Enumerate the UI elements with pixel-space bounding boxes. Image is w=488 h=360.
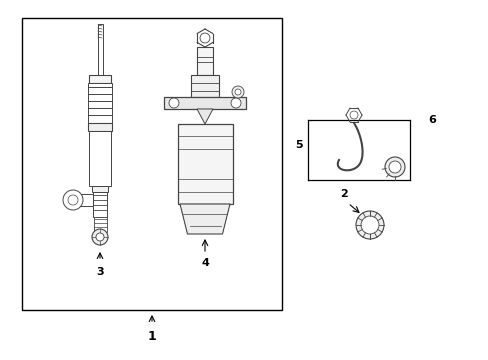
Circle shape: [355, 211, 383, 239]
Circle shape: [388, 161, 400, 173]
FancyBboxPatch shape: [89, 131, 111, 186]
FancyBboxPatch shape: [97, 24, 102, 75]
Circle shape: [200, 33, 209, 43]
FancyBboxPatch shape: [88, 83, 112, 123]
Circle shape: [231, 86, 244, 98]
Circle shape: [384, 157, 404, 177]
Circle shape: [349, 111, 357, 119]
Circle shape: [63, 190, 83, 210]
FancyBboxPatch shape: [191, 75, 219, 97]
Text: 4: 4: [201, 258, 208, 268]
Circle shape: [169, 98, 179, 108]
Circle shape: [68, 195, 78, 205]
Text: 6: 6: [427, 115, 435, 125]
Text: 2: 2: [340, 189, 347, 199]
Text: 5: 5: [295, 140, 303, 150]
FancyBboxPatch shape: [89, 75, 111, 83]
FancyBboxPatch shape: [197, 47, 213, 75]
FancyBboxPatch shape: [177, 124, 232, 204]
FancyBboxPatch shape: [88, 123, 112, 131]
FancyBboxPatch shape: [93, 217, 106, 232]
Text: 1: 1: [147, 330, 156, 343]
Circle shape: [230, 98, 241, 108]
FancyBboxPatch shape: [93, 192, 107, 217]
FancyBboxPatch shape: [163, 97, 245, 109]
Circle shape: [235, 89, 241, 95]
Circle shape: [96, 233, 104, 241]
Polygon shape: [197, 109, 213, 124]
Circle shape: [92, 229, 108, 245]
Polygon shape: [180, 204, 229, 234]
FancyBboxPatch shape: [92, 186, 108, 192]
FancyBboxPatch shape: [73, 194, 93, 206]
Text: 3: 3: [96, 267, 103, 277]
Circle shape: [360, 216, 378, 234]
FancyBboxPatch shape: [22, 18, 282, 310]
